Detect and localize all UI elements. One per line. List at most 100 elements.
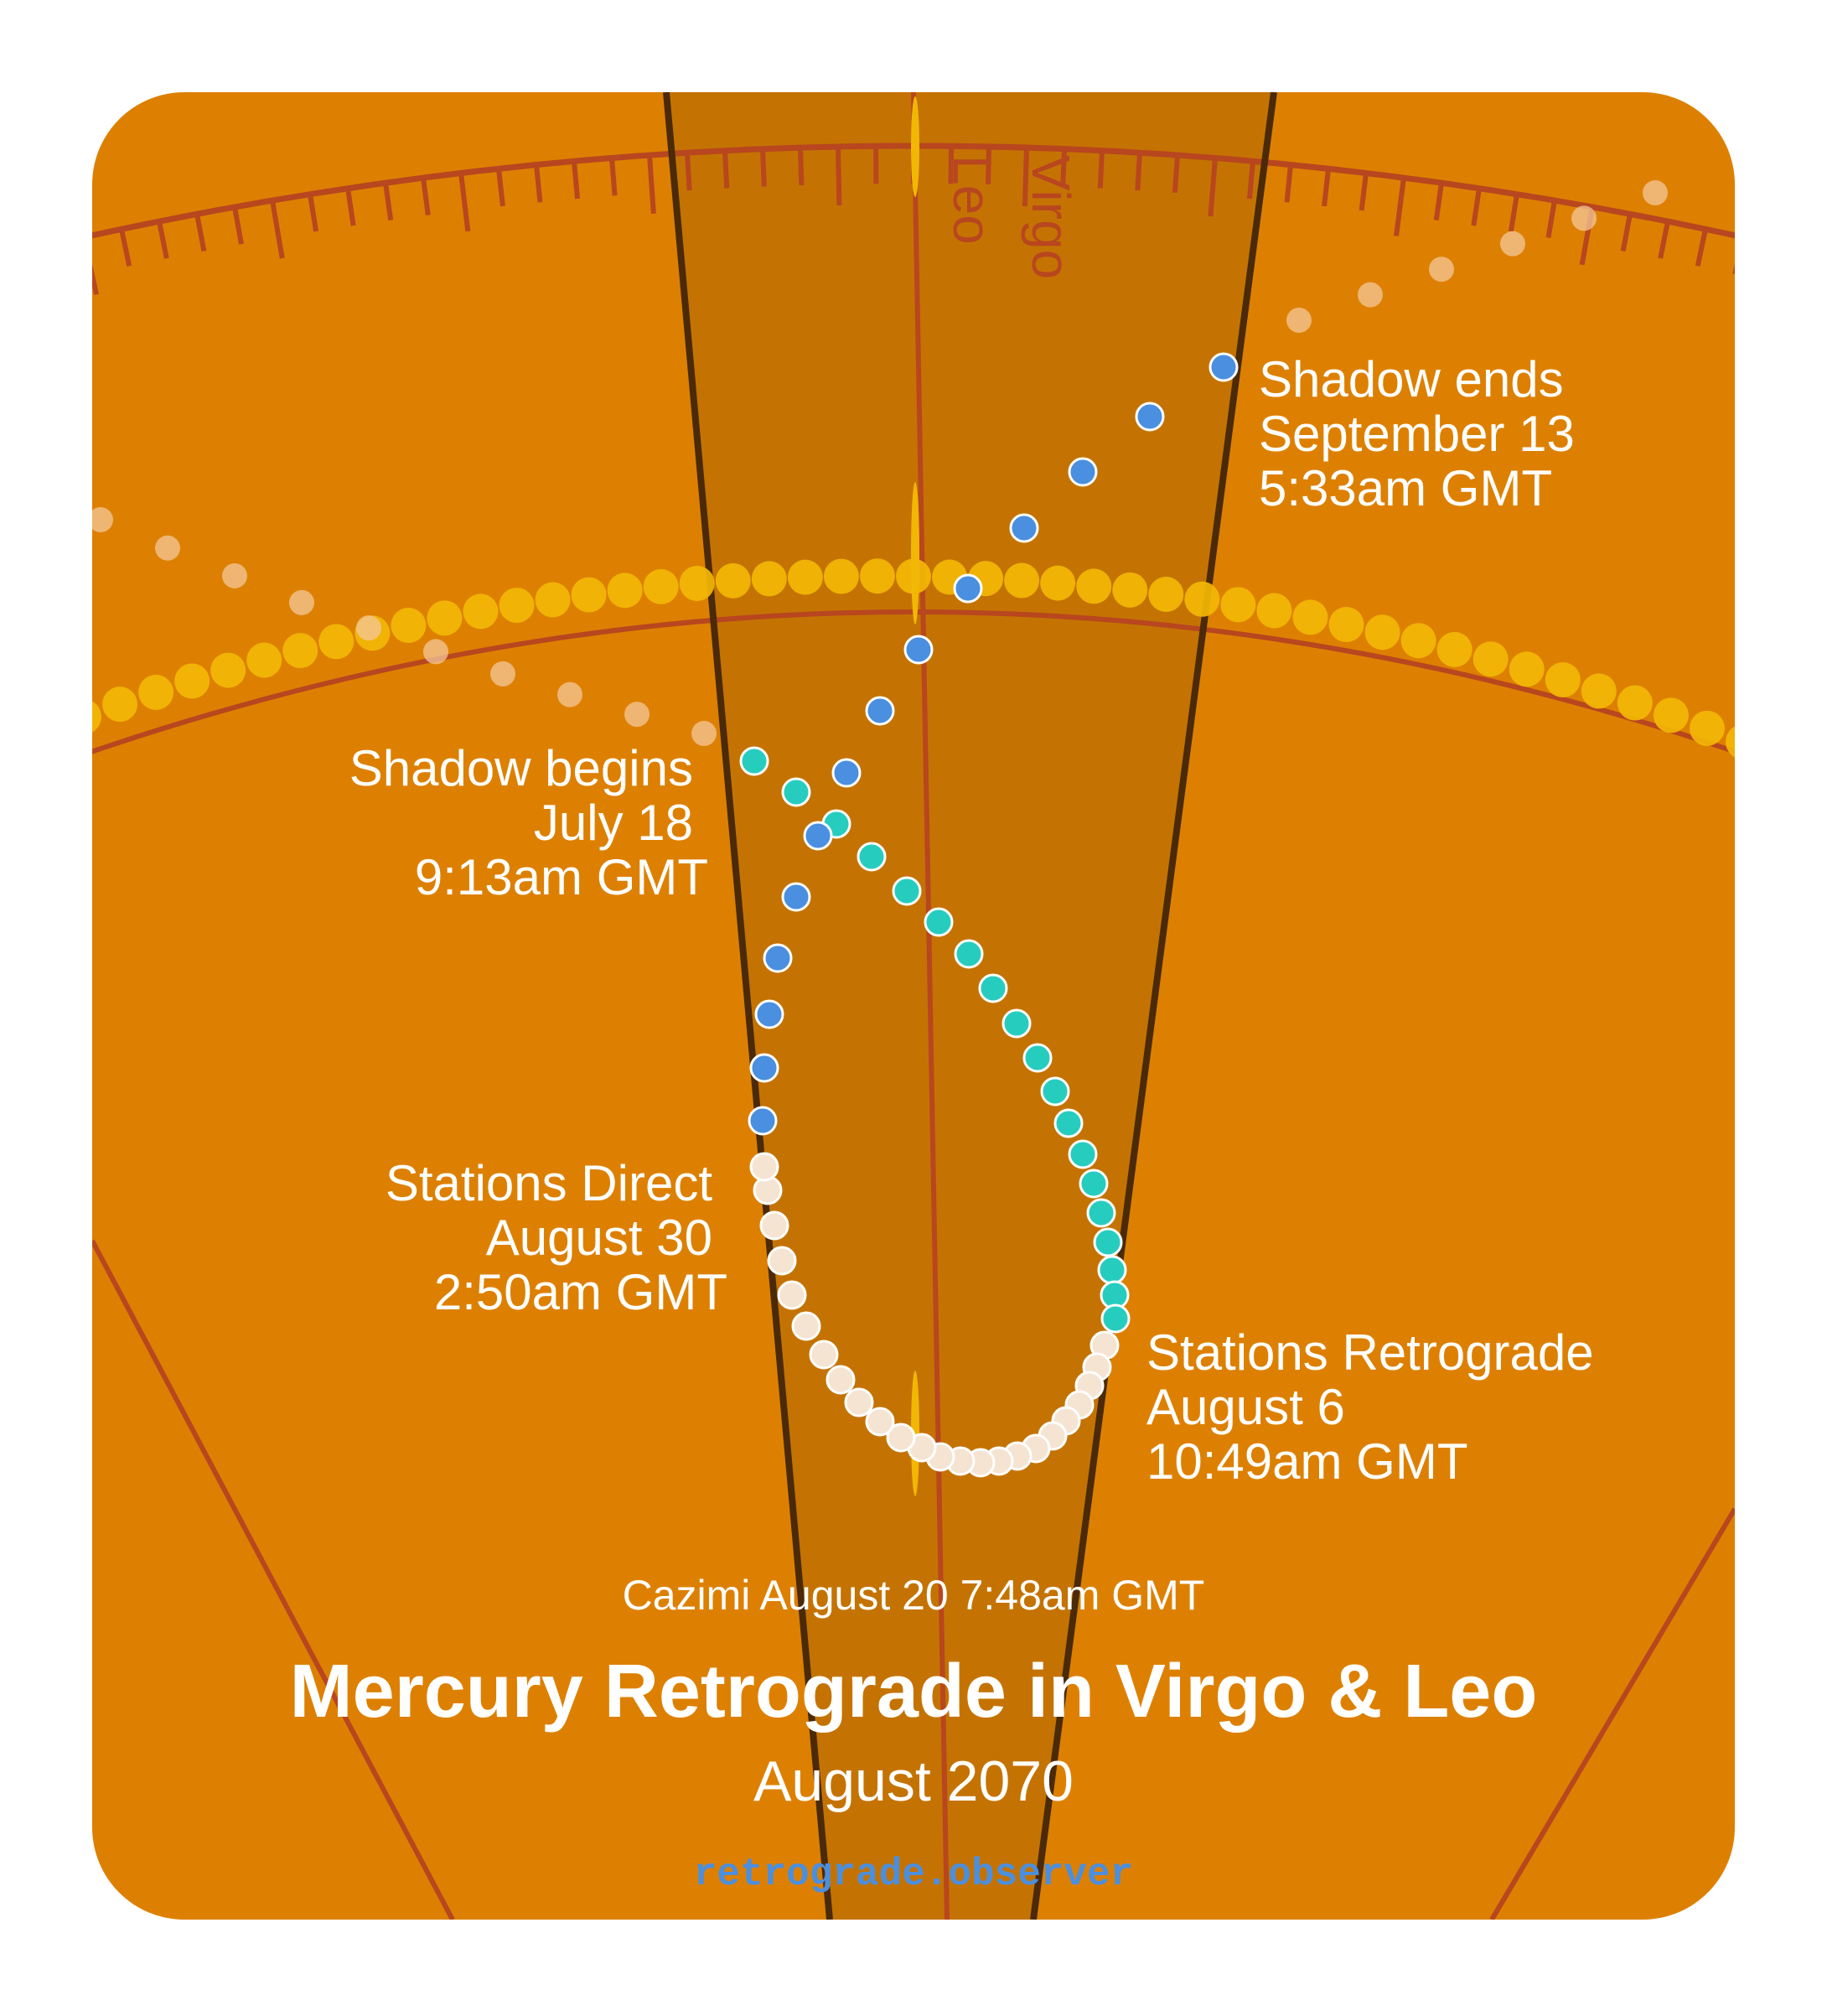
- mercury-position-dot: [761, 1212, 788, 1239]
- mercury-position-dot: [867, 1408, 893, 1435]
- faint-dot: [691, 721, 717, 746]
- sun-dot: [1112, 573, 1147, 608]
- sun-dot: [1220, 587, 1255, 622]
- sun-dot: [1401, 623, 1436, 658]
- mercury-position-dot: [858, 843, 885, 870]
- sun-dot: [896, 559, 931, 594]
- svg-text:Shadow ends: Shadow ends: [1259, 351, 1564, 407]
- faint-dot: [557, 682, 582, 707]
- mercury-position-dot: [1088, 1200, 1115, 1226]
- mercury-position-dot: [1102, 1305, 1129, 1332]
- sun-dot: [788, 560, 823, 595]
- sun-dot: [1004, 563, 1039, 599]
- sun-dot: [174, 663, 210, 698]
- sun-dot: [1617, 686, 1653, 721]
- degree-tick: [838, 147, 839, 205]
- mercury-position-dot: [925, 909, 952, 935]
- mercury-position-dot: [1024, 1044, 1051, 1071]
- sun-dot: [1726, 724, 1761, 759]
- sun-dot: [1040, 566, 1075, 601]
- sun-dot: [1545, 662, 1581, 697]
- mercury-position-dot: [893, 878, 920, 904]
- sun-dot: [1690, 711, 1725, 746]
- mercury-position-dot: [783, 779, 810, 806]
- degree-tick: [1137, 153, 1140, 190]
- sun-dot: [1437, 632, 1472, 667]
- sign-label-leo: Leo: [942, 155, 1002, 245]
- degree-tick: [1175, 155, 1177, 193]
- faint-dot: [490, 661, 515, 687]
- cazimi-label: Cazimi August 20 7:48am GMT: [623, 1572, 1205, 1619]
- mercury-position-dot: [1080, 1170, 1107, 1197]
- mercury-position-dot: [955, 941, 982, 967]
- faint-dot: [1358, 282, 1383, 308]
- mercury-position-dot: [1210, 354, 1237, 381]
- svg-text:Shadow begins: Shadow begins: [349, 740, 693, 796]
- mercury-position-dot: [764, 945, 791, 972]
- mercury-position-dot: [1069, 459, 1096, 485]
- faint-dot: [222, 563, 247, 588]
- mercury-position-dot: [827, 1366, 854, 1393]
- sun-dot: [1148, 577, 1183, 612]
- degree-tick: [574, 161, 577, 199]
- sun-dot: [102, 687, 137, 722]
- sun-dot: [391, 608, 426, 643]
- degree-tick: [612, 158, 615, 195]
- mercury-position-dot: [751, 1055, 778, 1081]
- sun-dot: [680, 566, 715, 601]
- mercury-position-dot: [1003, 1010, 1030, 1037]
- degree-tick: [800, 148, 801, 185]
- mercury-position-dot: [1136, 403, 1163, 430]
- mercury-position-dot: [805, 822, 831, 849]
- degree-tick: [1250, 161, 1253, 199]
- sun-dot: [282, 633, 318, 668]
- mercury-position-dot: [779, 1282, 805, 1309]
- sun-dot: [1473, 641, 1509, 676]
- degree-tick: [763, 149, 764, 187]
- sun-dot: [1581, 673, 1617, 708]
- sun-dot: [824, 559, 859, 594]
- mercury-position-dot: [1099, 1257, 1126, 1283]
- mercury-position-dot: [783, 884, 810, 910]
- svg-text:2:50am GMT: 2:50am GMT: [434, 1264, 727, 1320]
- faint-dot: [289, 590, 314, 615]
- sun-dot: [1509, 651, 1545, 687]
- mercury-position-dot: [1069, 1141, 1096, 1168]
- svg-text:Stations Direct: Stations Direct: [386, 1155, 712, 1211]
- sun-dot: [1329, 607, 1364, 642]
- faint-dot: [1429, 257, 1454, 282]
- sign-label-virgo: Virgo: [1021, 155, 1081, 279]
- mercury-position-dot: [955, 575, 981, 602]
- page-title: Mercury Retrograde in Virgo & Leo: [290, 1650, 1538, 1734]
- sun-dot: [246, 643, 282, 678]
- sun-dot: [318, 624, 354, 659]
- sun-dot: [536, 582, 571, 617]
- mercury-position-dot: [810, 1341, 837, 1368]
- svg-text:9:13am GMT: 9:13am GMT: [415, 849, 708, 905]
- mercury-position-dot: [867, 697, 893, 724]
- mercury-position-dot: [749, 1107, 776, 1134]
- faint-dot: [423, 639, 448, 664]
- mercury-position-dot: [980, 975, 1007, 1002]
- degree-tick: [1735, 237, 1743, 274]
- mercury-position-dot: [1042, 1078, 1069, 1105]
- degree-tick: [725, 151, 727, 189]
- faint-dot: [624, 702, 650, 727]
- sun-dot: [1184, 582, 1219, 617]
- mercury-position-dot: [1095, 1229, 1121, 1256]
- mercury-position-dot: [756, 1001, 783, 1028]
- faint-dot: [356, 615, 381, 640]
- faint-dot: [1286, 308, 1312, 333]
- mercury-position-dot: [769, 1247, 795, 1274]
- sun-dot: [1076, 568, 1111, 604]
- sun-dot: [644, 569, 679, 604]
- sun-dot: [752, 561, 787, 596]
- svg-text:5:33am GMT: 5:33am GMT: [1259, 460, 1552, 516]
- site-credit[interactable]: retrograde.observer: [694, 1853, 1134, 1896]
- svg-text:July 18: July 18: [534, 795, 693, 851]
- faint-dot: [155, 536, 180, 561]
- shadow-ends-label: Shadow ends September 13 5:33am GMT: [1259, 351, 1575, 516]
- faint-dot: [1571, 205, 1597, 231]
- sun-dot: [499, 588, 535, 623]
